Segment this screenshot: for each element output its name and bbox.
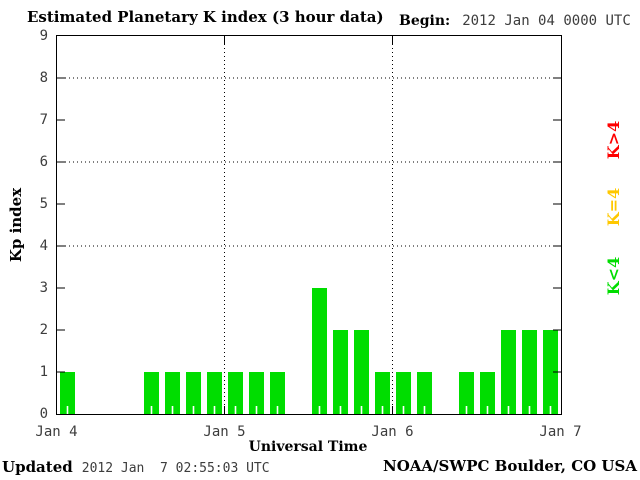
begin-label: Begin: [399, 13, 451, 29]
axis-minor-tick [66, 406, 69, 414]
axis-minor-tick [423, 406, 426, 414]
x-tick-label-jan-7: Jan 7 [539, 424, 582, 440]
kp-bar [207, 372, 222, 414]
legend-item-2: K<4 [604, 256, 623, 296]
source-credit: NOAA/SWPC Boulder, CO USA [382, 457, 637, 475]
kp-bar [354, 330, 369, 414]
axis-minor-tick [150, 406, 153, 414]
kp-bar [144, 372, 159, 414]
y-tick-label-0: 0 [39, 406, 48, 422]
kp-bar [501, 330, 516, 414]
updated-label: Updated [2, 458, 73, 476]
x-tick-label-jan-4: Jan 4 [35, 424, 78, 440]
kp-bar [186, 372, 201, 414]
kp-bar [375, 372, 390, 414]
y-tick-label-8: 8 [39, 70, 48, 86]
plot-area [56, 35, 562, 415]
begin-value: 2012 Jan 04 0000 UTC [462, 13, 631, 29]
kp-bar [396, 372, 411, 414]
kp-bar [459, 372, 474, 414]
kp-bar [270, 372, 285, 414]
axis-frame [56, 35, 562, 415]
kp-bar [417, 372, 432, 414]
chart-title: Estimated Planetary K index (3 hour data… [27, 8, 384, 26]
axis-minor-tick [192, 406, 195, 414]
kp-bar [480, 372, 495, 414]
axis-minor-tick [318, 406, 321, 414]
y-tick-label-1: 1 [39, 364, 48, 380]
kp-bar [543, 330, 558, 414]
axis-minor-tick [213, 406, 216, 414]
updated-value: 2012 Jan 7 02:55:03 UTC [81, 461, 270, 476]
x-tick-label-jan-5: Jan 5 [203, 424, 246, 440]
begin-time: Begin: 2012 Jan 04 0000 UTC [399, 10, 631, 29]
kp-bar [249, 372, 264, 414]
axis-minor-tick [255, 406, 258, 414]
legend-item-1: K=4 [604, 187, 623, 227]
axis-minor-tick [234, 406, 237, 414]
axis-minor-tick [507, 406, 510, 414]
y-tick-label-4: 4 [39, 238, 48, 254]
y-tick-label-9: 9 [39, 28, 48, 44]
x-axis-title: Universal Time [248, 439, 368, 455]
kp-bar [165, 372, 180, 414]
kp-bar [312, 288, 327, 414]
y-tick-label-6: 6 [39, 154, 48, 170]
kp-bar [522, 330, 537, 414]
y-tick-label-2: 2 [39, 322, 48, 338]
x-tick-label-jan-6: Jan 6 [371, 424, 414, 440]
y-axis-title: Kp index [7, 187, 25, 263]
axis-minor-tick [465, 406, 468, 414]
axis-minor-tick [486, 406, 489, 414]
axis-minor-tick [381, 406, 384, 414]
axis-minor-tick [402, 406, 405, 414]
axis-minor-tick [276, 406, 279, 414]
axis-minor-tick [528, 406, 531, 414]
kp-bar-chart [56, 35, 562, 415]
updated-timestamp: Updated 2012 Jan 7 02:55:03 UTC [2, 457, 270, 476]
axis-minor-tick [171, 406, 174, 414]
axis-minor-tick [339, 406, 342, 414]
kp-bar [228, 372, 243, 414]
y-tick-label-7: 7 [39, 112, 48, 128]
kp-bar [333, 330, 348, 414]
y-tick-label-3: 3 [39, 280, 48, 296]
axis-minor-tick [549, 406, 552, 414]
kp-bar [60, 372, 75, 414]
axis-minor-tick [360, 406, 363, 414]
y-tick-label-5: 5 [39, 196, 48, 212]
